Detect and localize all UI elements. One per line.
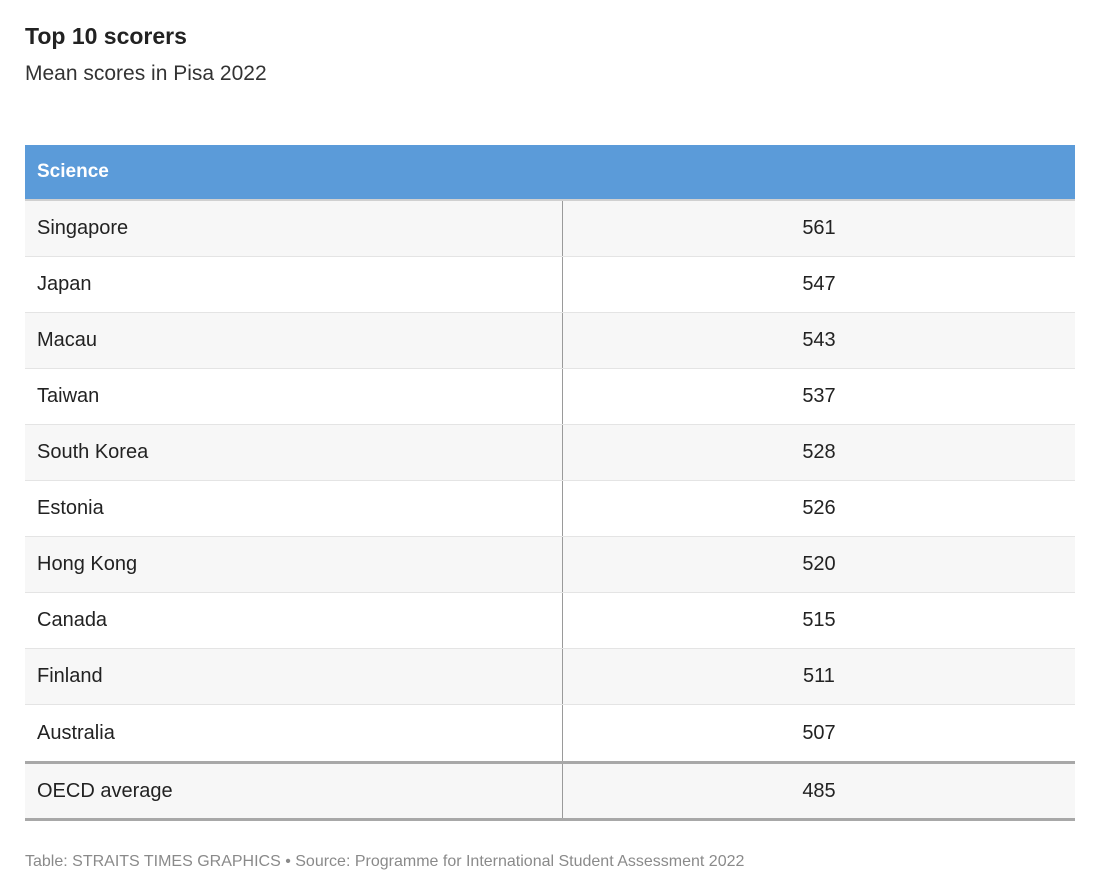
scores-table: Science Singapore 561 Japan 547 Macau 543 Taiw… (25, 145, 1075, 821)
row-value: 520 (802, 553, 836, 575)
table-row: Estonia 526 (25, 481, 1075, 537)
row-name: Japan (25, 257, 563, 312)
row-value: 526 (802, 497, 836, 519)
row-value: 537 (802, 385, 836, 407)
row-value: 515 (802, 609, 836, 631)
table-header-label: Science (37, 161, 109, 182)
chart-title: Top 10 scorers (25, 23, 187, 49)
table-row: Hong Kong 520 (25, 537, 1075, 593)
row-name: Singapore (25, 201, 563, 256)
row-name: Estonia (25, 481, 563, 536)
table-row: Macau 543 (25, 313, 1075, 369)
chart-subtitle: Mean scores in Pisa 2022 (25, 62, 267, 85)
table-row: Canada 515 (25, 593, 1075, 649)
table-body: Singapore 561 Japan 547 Macau 543 Taiwan 537 Sou… (25, 201, 1075, 761)
total-row: OECD average 485 (25, 761, 1075, 821)
table-row: Finland 511 (25, 649, 1075, 705)
source-note: Table: STRAITS TIMES GRAPHICS • Source: … (25, 853, 745, 870)
row-value: 561 (802, 217, 836, 239)
row-value: 511 (803, 665, 835, 687)
table-row: Australia 507 (25, 705, 1075, 761)
table-row: South Korea 528 (25, 425, 1075, 481)
table-row: Japan 547 (25, 257, 1075, 313)
total-row-name: OECD average (25, 764, 563, 818)
row-name: Taiwan (25, 369, 563, 424)
row-name: South Korea (25, 425, 563, 480)
row-name: Canada (25, 593, 563, 648)
table-header: Science (25, 145, 1075, 201)
row-name: Macau (25, 313, 563, 368)
row-value: 543 (802, 329, 836, 351)
row-value: 547 (802, 273, 836, 295)
total-row-value: 485 (802, 779, 836, 802)
row-name: Finland (25, 649, 563, 704)
row-value: 528 (802, 441, 836, 463)
table-row: Singapore 561 (25, 201, 1075, 257)
row-value: 507 (802, 721, 836, 744)
table-row: Taiwan 537 (25, 369, 1075, 425)
row-name: Australia (25, 705, 563, 761)
row-name: Hong Kong (25, 537, 563, 592)
